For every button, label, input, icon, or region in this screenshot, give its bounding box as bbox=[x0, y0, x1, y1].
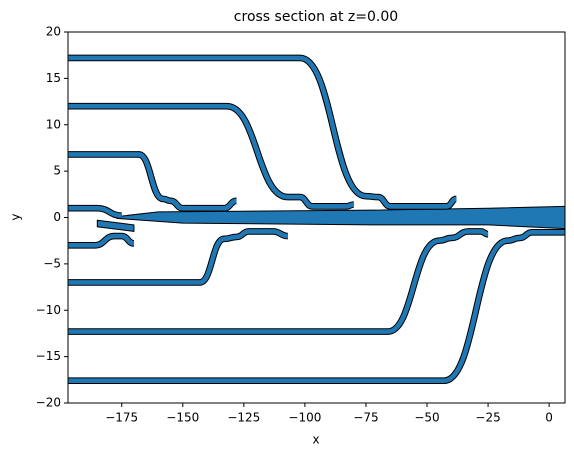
y-tick-label: 0 bbox=[53, 210, 61, 224]
x-axis-label: x bbox=[312, 433, 319, 447]
y-tick-label: 15 bbox=[46, 71, 61, 85]
y-tick-label: 20 bbox=[46, 25, 61, 39]
waveguide bbox=[68, 233, 135, 248]
y-tick-label: 10 bbox=[46, 117, 61, 131]
x-tick-label: −25 bbox=[475, 411, 500, 425]
waveguide bbox=[68, 205, 122, 218]
plot-area bbox=[68, 54, 565, 385]
waveguide bbox=[68, 230, 565, 384]
x-tick-label: 0 bbox=[545, 411, 553, 425]
y-axis-label: y bbox=[9, 213, 23, 220]
waveguide-outline bbox=[68, 228, 289, 286]
waveguide bbox=[68, 55, 457, 209]
y-tick-label: 5 bbox=[53, 164, 61, 178]
x-tick-label: −50 bbox=[414, 411, 439, 425]
x-tick-label: −150 bbox=[166, 411, 199, 425]
y-tick-label: −15 bbox=[36, 349, 61, 363]
x-tick-label: −125 bbox=[227, 411, 260, 425]
device-polygon bbox=[116, 205, 565, 230]
device-polygon bbox=[96, 219, 135, 232]
waveguide bbox=[68, 229, 489, 334]
y-tick-label: −20 bbox=[36, 396, 61, 410]
waveguide bbox=[68, 103, 354, 209]
chart-title: cross section at z=0.00 bbox=[234, 9, 398, 25]
y-tick-label: −5 bbox=[43, 256, 61, 270]
waveguide bbox=[68, 229, 288, 285]
x-tick-label: −175 bbox=[105, 411, 138, 425]
x-tick-label: −100 bbox=[288, 411, 321, 425]
x-tick-label: −75 bbox=[353, 411, 378, 425]
waveguide bbox=[68, 152, 237, 211]
y-tick-label: −10 bbox=[36, 303, 61, 317]
waveguide-outline bbox=[68, 54, 457, 210]
